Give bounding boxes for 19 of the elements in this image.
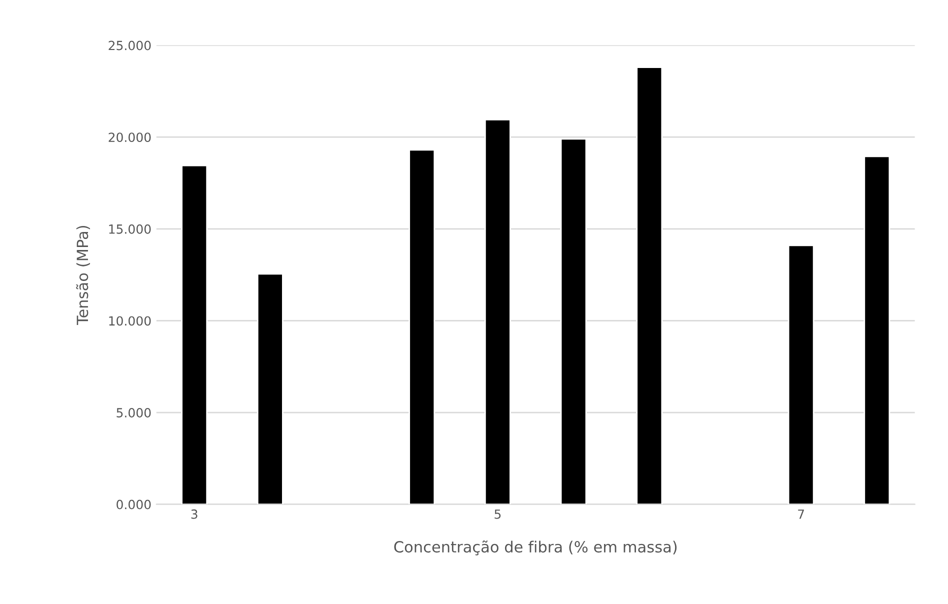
bar [256,273,284,504]
y-tick-label: 15.000 [109,224,151,234]
bar [408,149,436,504]
y-tick-label: 5.000 [116,408,151,418]
y-tick-label: 10.000 [109,316,151,326]
bar [560,138,587,504]
bar [636,66,663,504]
y-tick-label: 20.000 [108,132,151,142]
y-axis-title: Tensão (MPa) [76,226,90,326]
bar [788,244,814,504]
bar [181,164,208,504]
x-tick-label: 3 [191,509,198,519]
bar [484,118,511,504]
x-tick-label: 7 [798,510,804,519]
x-tick-label: 5 [494,510,501,519]
bar [864,156,890,504]
y-tick-label: 25.000 [108,40,151,50]
y-tick-label: 0.000 [116,500,151,510]
x-axis-title: Concentração de fibra (% em massa) [394,540,677,556]
